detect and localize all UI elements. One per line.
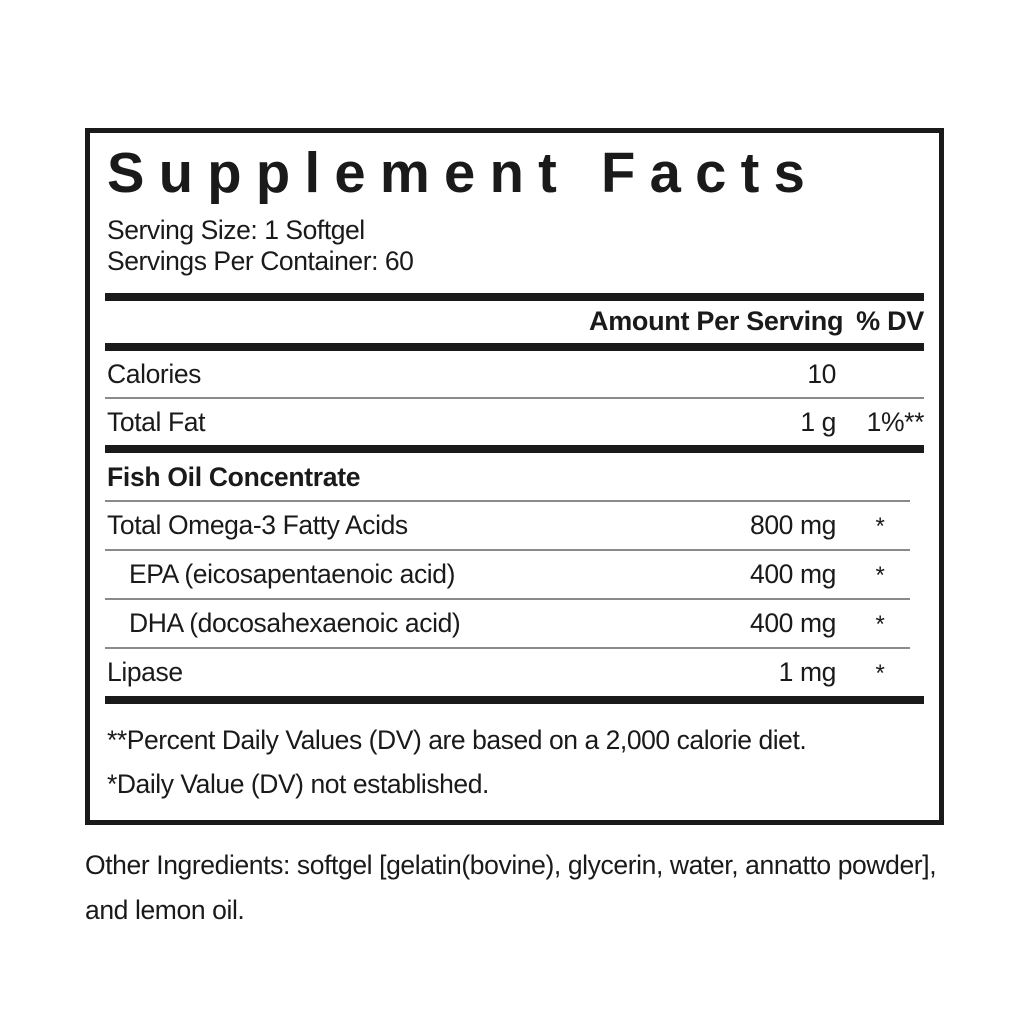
panel-inner: Supplement Facts Serving Size: 1 Softgel…: [90, 141, 939, 831]
rule-hairline: [105, 548, 910, 551]
row-amount-epa: 400 mg: [750, 558, 836, 589]
serving-info: Serving Size: 1 Softgel Servings Per Con…: [107, 215, 924, 277]
spacer: [105, 277, 924, 293]
table-row: EPA (eicosapentaenoic acid) 400 mg *: [105, 551, 924, 598]
footnote-percent-daily-values: **Percent Daily Values (DV) are based on…: [107, 724, 807, 755]
page-title: Supplement Facts: [107, 141, 820, 205]
rule-hairline: [105, 597, 910, 600]
row-amount-calories: 10: [807, 358, 836, 389]
rule-below-amount-header: [105, 342, 924, 351]
row-dv-total-omega-3: *: [875, 512, 885, 540]
row-amount-lipase: 1 mg: [778, 656, 837, 687]
row-dv-lipase: *: [875, 659, 885, 687]
row-dv-epa: *: [875, 561, 885, 589]
row-label-total-fat: Total Fat: [107, 406, 206, 437]
rule-above-amount-header: [105, 292, 924, 301]
row-label-epa: EPA (eicosapentaenoic acid): [129, 558, 456, 589]
rule-above-section: [105, 444, 924, 453]
footnotes: **Percent Daily Values (DV) are based on…: [105, 704, 924, 806]
footnote-daily-value-not-established: *Daily Value (DV) not established.: [107, 768, 489, 799]
column-header-percent-dv: % DV: [856, 305, 924, 336]
other-ingredients-text: Other Ingredients: softgel [gelatin(bovi…: [85, 850, 937, 925]
servings-per-container-line: Servings Per Container: 60: [107, 245, 414, 276]
serving-size-line: Serving Size: 1 Softgel: [107, 214, 365, 245]
rule-hairline: [105, 646, 910, 649]
row-amount-total-omega-3: 800 mg: [750, 509, 836, 540]
table-row: Total Fat 1 g 1%**: [105, 399, 924, 445]
table-row: Lipase 1 mg *: [105, 649, 924, 696]
row-label-dha: DHA (docosahexaenoic acid): [129, 607, 461, 638]
table-row: DHA (docosahexaenoic acid) 400 mg *: [105, 600, 924, 647]
column-header-row: Amount Per Serving % DV: [105, 301, 924, 343]
table-row: Total Omega-3 Fatty Acids 800 mg *: [105, 502, 924, 549]
column-header-amount-per-serving: Amount Per Serving: [589, 305, 844, 336]
table-row: Calories 10: [105, 351, 924, 397]
row-label-lipase: Lipase: [107, 656, 183, 687]
rule-below-table: [105, 695, 924, 704]
row-label-calories: Calories: [107, 358, 202, 389]
row-dv-total-fat: 1%**: [866, 406, 925, 437]
supplement-facts-panel: Supplement Facts Serving Size: 1 Softgel…: [85, 128, 944, 825]
rule-hairline: [105, 396, 924, 399]
rule-hairline: [105, 499, 910, 502]
section-heading-fish-oil-concentrate: Fish Oil Concentrate: [107, 461, 361, 492]
row-label-total-omega-3: Total Omega-3 Fatty Acids: [107, 509, 408, 540]
row-amount-total-fat: 1 g: [800, 406, 836, 437]
row-amount-dha: 400 mg: [750, 607, 836, 638]
row-dv-dha: *: [875, 610, 885, 638]
